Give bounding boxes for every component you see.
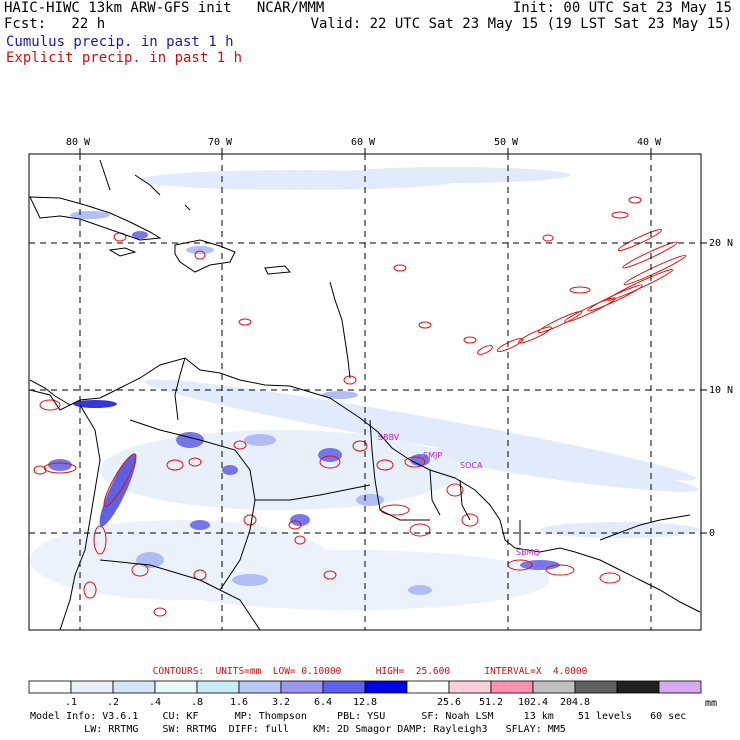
frame-ticks	[79, 148, 707, 534]
lon-label-50w: 50 W	[494, 137, 519, 148]
city-label-smjp: SMJP	[423, 451, 442, 460]
lat-label-10n: 10 N	[709, 385, 733, 396]
explicit-contours	[33, 232, 621, 617]
lon-label-40w: 40 W	[637, 137, 662, 148]
lon-label-60w: 60 W	[351, 137, 376, 148]
header-valid-time: Valid: 22 UTC Sat 23 May 15 (19 LST Sat …	[310, 16, 732, 32]
city-label-sbbv: SBBV	[378, 433, 400, 442]
lon-label-80w: 80 W	[66, 137, 91, 148]
coastlines	[29, 159, 701, 630]
header-init-time: Init: 00 UTC Sat 23 May 15	[512, 0, 732, 16]
lat-label-20n: 20 N	[709, 238, 733, 249]
legend-explicit: Explicit precip. in past 1 h	[6, 50, 243, 66]
lat-label-0: 0	[709, 528, 715, 539]
graticule	[29, 154, 701, 630]
header-forecast-hour: Fcst: 22 h	[4, 16, 106, 32]
footer-physics-info: LW: RRTMG SW: RRTMG DIFF: full KM: 2D Sm…	[30, 724, 566, 735]
atlantic-streaks	[463, 196, 687, 355]
footer-model-info: Model Info: V3.6.1 CU: KF MP: Thompson P…	[30, 711, 687, 722]
contour-info: CONTOURS: UNITS=mm LOW= 0.10000 HIGH= 25…	[152, 666, 588, 677]
lon-label-70w: 70 W	[208, 137, 233, 148]
cumulus-haze	[30, 167, 700, 610]
header-title: HAIC-HIWC 13km ARW-GFS init NCAR/MMM	[4, 0, 325, 16]
city-label-sbmq: SBMQ	[516, 548, 540, 557]
legend-cumulus: Cumulus precip. in past 1 h	[6, 34, 234, 50]
city-label-soca: SOCA	[460, 461, 483, 470]
